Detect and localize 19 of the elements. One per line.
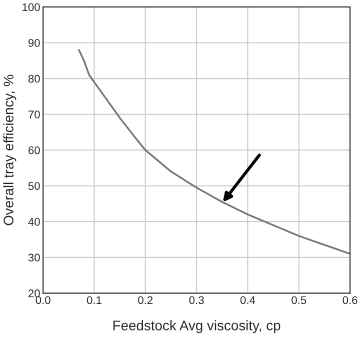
y-tick-label: 50 <box>28 182 40 190</box>
line-series <box>78 49 350 255</box>
x-axis-title: Feedstock Avg viscosity, cp <box>113 320 280 334</box>
y-tick-label: 80 <box>28 74 40 83</box>
y-axis-title: Overall tray efficiency, % <box>3 74 16 226</box>
y-tick-label: 30 <box>28 254 40 262</box>
x-tick-label: 0.0 <box>36 296 50 304</box>
x-tick-label: 0.6 <box>342 296 358 304</box>
x-tick-label: 0.2 <box>138 296 153 304</box>
y-tick-label: 60 <box>28 146 40 154</box>
x-tick-label: 0.3 <box>189 296 204 304</box>
x-tick-label: 0.5 <box>292 296 306 304</box>
y-tick-label: 100 <box>22 3 40 12</box>
y-tick-label: 70 <box>28 110 40 118</box>
x-tick-label: 0.4 <box>240 296 256 304</box>
x-tick-label: 0.1 <box>86 296 102 304</box>
y-tick-label: 90 <box>28 39 40 47</box>
y-tick-label: 20 <box>28 289 40 298</box>
y-tick-label: 40 <box>28 218 40 226</box>
